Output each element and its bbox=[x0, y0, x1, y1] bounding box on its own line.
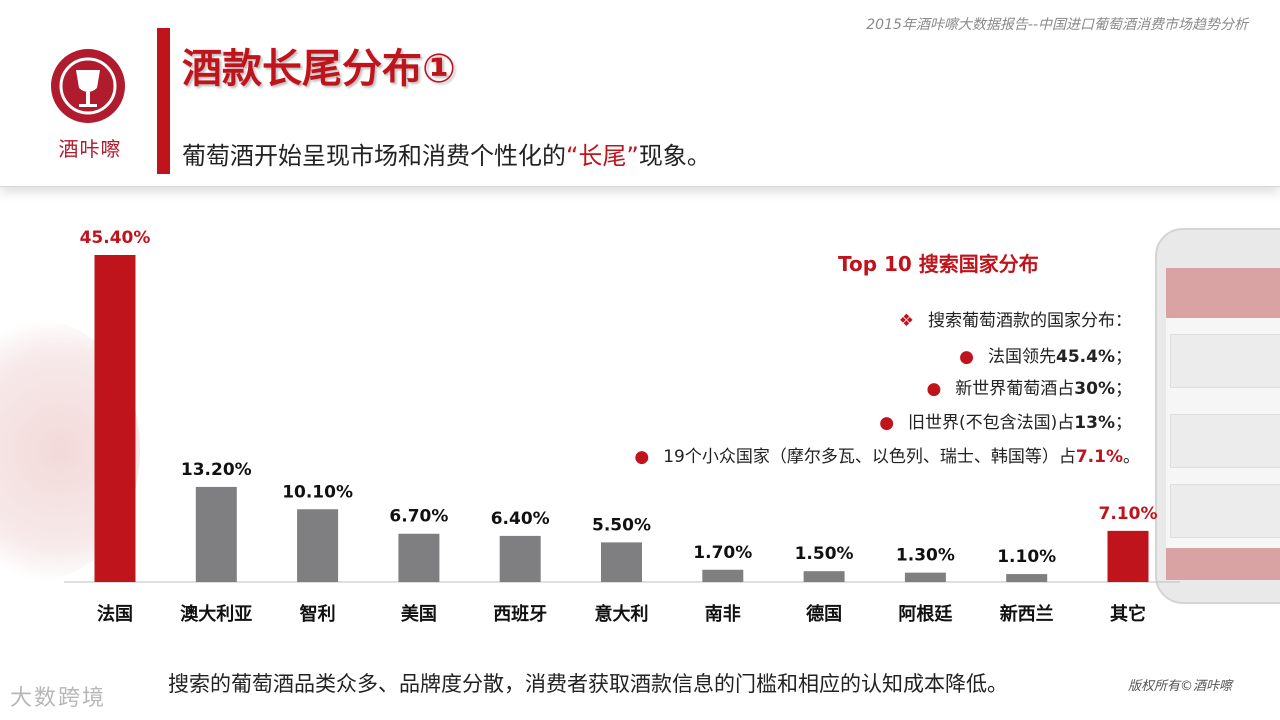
copyright-text: 版权所有©酒咔嚓 bbox=[1128, 679, 1233, 694]
header-band bbox=[0, 0, 1280, 187]
phone-card bbox=[1170, 334, 1280, 388]
data-label: 45.40% bbox=[80, 228, 151, 248]
data-label: 13.20% bbox=[181, 460, 252, 480]
bar bbox=[94, 255, 136, 582]
dot-bullet-icon: ● bbox=[634, 447, 650, 467]
category-label: 美国 bbox=[401, 603, 437, 625]
bar bbox=[1006, 574, 1048, 582]
data-label: 10.10% bbox=[282, 482, 353, 502]
data-label: 6.40% bbox=[491, 509, 550, 529]
annotation-item-text: 旧世界(不包含法国)占 bbox=[908, 413, 1075, 433]
subtitle-tail: 现象。 bbox=[638, 142, 711, 170]
annotation-item-text: 19个小众国家（摩尔多瓦、以色列、瑞士、韩国等）占 bbox=[663, 447, 1076, 467]
bar bbox=[297, 509, 339, 582]
subtitle-highlight: “长尾” bbox=[566, 142, 639, 170]
bar bbox=[195, 486, 237, 582]
conclusion-text: 搜索的葡萄酒品类众多、品牌度分散，消费者获取酒款信息的门槛和相应的认知成本降低。 bbox=[168, 672, 1008, 696]
phone-footer-bar bbox=[1166, 548, 1280, 580]
page-title: 酒款长尾分布① bbox=[182, 46, 456, 92]
diamond-bullet-icon: ❖ bbox=[898, 311, 914, 331]
data-label: 1.10% bbox=[997, 547, 1056, 567]
bar bbox=[398, 533, 440, 582]
annotation-item-tail: ； bbox=[1115, 347, 1132, 367]
page-subtitle: 葡萄酒开始呈现市场和消费个性化的“长尾”现象。 bbox=[182, 136, 711, 171]
bar bbox=[803, 571, 845, 582]
annotation-item-value: 45.4% bbox=[1056, 347, 1115, 367]
data-label: 5.50% bbox=[592, 515, 651, 535]
annotation-item-value: 13% bbox=[1074, 413, 1115, 433]
category-label: 阿根廷 bbox=[898, 603, 953, 625]
phone-header-bar bbox=[1166, 268, 1280, 318]
report-title: 2015年酒咔嚓大数据报告--中国进口葡萄酒消费市场趋势分析 bbox=[866, 17, 1248, 33]
data-label: 1.30% bbox=[896, 546, 955, 566]
title-accent-bar bbox=[157, 28, 170, 174]
phone-card bbox=[1170, 484, 1280, 538]
category-label: 澳大利亚 bbox=[180, 603, 252, 625]
category-label: 南非 bbox=[705, 603, 741, 625]
subtitle-text: 葡萄酒开始呈现市场和消费个性化的 bbox=[182, 142, 566, 170]
annotation-item: ● 19个小众国家（摩尔多瓦、以色列、瑞士、韩国等）占7.1%。 bbox=[634, 442, 1140, 467]
annotation-item-tail: ； bbox=[1115, 413, 1132, 433]
data-label: 1.70% bbox=[693, 543, 752, 563]
brand-logo-icon bbox=[51, 49, 125, 123]
annotation-item: ● 法国领先45.4%； bbox=[959, 342, 1132, 367]
data-label: 6.70% bbox=[389, 507, 448, 527]
category-label: 意大利 bbox=[595, 603, 649, 625]
annotation-item-value: 30% bbox=[1074, 379, 1115, 399]
bar bbox=[702, 569, 744, 582]
category-label: 智利 bbox=[300, 603, 336, 625]
data-label: 7.10% bbox=[1099, 504, 1158, 524]
dot-bullet-icon: ● bbox=[959, 347, 975, 367]
bar bbox=[601, 542, 642, 582]
dot-bullet-icon: ● bbox=[926, 379, 942, 399]
annotation-item-text: 法国领先 bbox=[988, 347, 1057, 367]
category-label: 新西兰 bbox=[1000, 603, 1054, 625]
annotation-item: ● 新世界葡萄酒占30%； bbox=[926, 374, 1132, 399]
annotation-item: ● 旧世界(不包含法国)占13%； bbox=[879, 408, 1132, 433]
dot-bullet-icon: ● bbox=[879, 413, 895, 433]
annotation-title: Top 10 搜索国家分布 bbox=[838, 252, 1039, 276]
watermark-text: 大数跨境 bbox=[10, 686, 107, 711]
annotation-intro-text: 搜索葡萄酒款的国家分布： bbox=[928, 311, 1132, 331]
category-label: 法国 bbox=[97, 603, 133, 625]
phone-card bbox=[1170, 414, 1280, 468]
annotation-item-value: 7.1% bbox=[1075, 447, 1123, 467]
bar bbox=[499, 535, 541, 582]
bar bbox=[904, 572, 946, 582]
category-label: 西班牙 bbox=[493, 604, 547, 625]
data-label: 1.50% bbox=[795, 544, 854, 564]
annotation-item-text: 新世界葡萄酒占 bbox=[955, 379, 1075, 399]
category-label: 德国 bbox=[806, 603, 842, 625]
bar bbox=[1107, 530, 1149, 582]
category-label: 其它 bbox=[1110, 603, 1146, 625]
annotation-intro: ❖ 搜索葡萄酒款的国家分布： bbox=[899, 306, 1132, 331]
annotation-item-tail: 。 bbox=[1123, 447, 1140, 467]
annotation-item-tail: ； bbox=[1115, 379, 1132, 399]
brand-name: 酒咔嚓 bbox=[58, 137, 122, 161]
